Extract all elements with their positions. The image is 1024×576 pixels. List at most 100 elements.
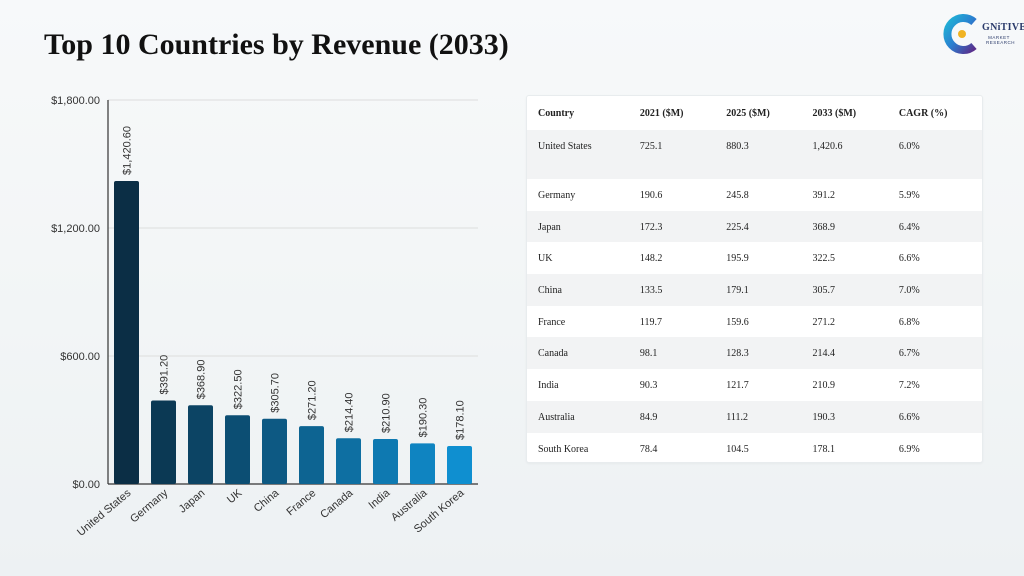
cell-2033: 178.1 <box>812 443 836 455</box>
cell-2025: 880.3 <box>726 141 749 152</box>
table-header-row: Country 2021 ($M) 2025 ($M) 2033 ($M) CA… <box>527 96 982 130</box>
bar-united-states <box>114 180 139 484</box>
cell-2025: 128.3 <box>726 348 749 360</box>
header-2025: 2025 ($M) <box>726 107 770 119</box>
cell-2025: 121.7 <box>726 380 749 392</box>
cell-2021: 190.6 <box>639 190 663 201</box>
y-tick-label: $0.00 <box>72 479 100 491</box>
bar-chart: $0.00 $600.00 $1,200.00 $1,800.00 $1,420.60 U… <box>51 95 478 539</box>
table-row: Germany 190.6 245.8 391.2 5.9% <box>527 179 982 211</box>
x-tick-label: France <box>284 487 318 518</box>
cell-country: South Korea <box>538 443 589 455</box>
cell-2025: 179.1 <box>726 285 749 297</box>
logo-c-icon <box>943 14 977 54</box>
data-label: $322.50 <box>233 369 245 409</box>
cell-2025: 245.8 <box>726 190 749 201</box>
cell-2033: 271.2 <box>812 316 836 328</box>
table-row: Canada 98.1 128.3 214.4 6.7% <box>527 337 982 370</box>
bar-japan <box>188 405 213 484</box>
bar-canada <box>336 438 361 484</box>
x-tick-label: Canada <box>318 487 356 522</box>
cell-2021: 90.3 <box>639 380 658 392</box>
cell-2025: 159.6 <box>726 316 749 328</box>
revenue-table: Country 2021 ($M) 2025 ($M) 2033 ($M) CA… <box>527 96 982 464</box>
cell-2033: 214.4 <box>812 348 836 360</box>
revenue-table-card: Country 2021 ($M) 2025 ($M) 2033 ($M) CA… <box>526 95 983 463</box>
cell-2021: 98.1 <box>639 348 658 360</box>
cell-cagr: 5.9% <box>898 190 920 201</box>
cell-country: Germany <box>538 190 576 201</box>
cell-cagr: 6.9% <box>898 443 920 455</box>
cell-country: UK <box>538 253 553 265</box>
x-tick-label: China <box>252 487 282 515</box>
table-row: UK 148.2 195.9 322.5 6.6% <box>527 242 982 274</box>
data-label: $178.10 <box>455 400 467 440</box>
cell-cagr: 6.8% <box>898 316 920 328</box>
bar-china <box>262 418 287 484</box>
cell-country: Canada <box>538 348 568 360</box>
cell-cagr: 6.7% <box>898 348 920 360</box>
cell-cagr: 6.4% <box>898 221 920 233</box>
header-2021: 2021 ($M) <box>639 107 684 119</box>
data-label: $214.40 <box>344 392 356 432</box>
cell-cagr: 7.2% <box>898 380 920 392</box>
cell-2033: 190.3 <box>812 411 836 423</box>
bar-south-korea <box>447 446 472 484</box>
logo-name: GNiTIVE <box>982 22 1024 33</box>
data-label: $1,420.60 <box>122 126 134 175</box>
cell-country: Australia <box>538 411 575 423</box>
table-row: France 119.7 159.6 271.2 6.8% <box>527 306 982 338</box>
cell-2021: 78.4 <box>639 443 658 455</box>
cell-cagr: 6.6% <box>898 253 920 265</box>
table-row: India 90.3 121.7 210.9 7.2% <box>527 369 982 401</box>
bar-australia <box>410 443 435 484</box>
header-2033: 2033 ($M) <box>812 107 857 119</box>
cell-country: India <box>538 380 559 392</box>
data-label: $271.20 <box>307 380 319 420</box>
cell-2025: 195.9 <box>726 253 749 265</box>
bar-germany <box>151 400 176 484</box>
cell-cagr: 6.6% <box>898 411 920 423</box>
table-row: United States 725.1 880.3 1,420.6 6.0% <box>527 130 982 179</box>
data-label: $391.20 <box>159 355 171 395</box>
cell-2033: 210.9 <box>812 380 836 392</box>
cell-country: United States <box>538 141 592 152</box>
cell-2021: 725.1 <box>639 141 663 152</box>
cell-cagr: 6.0% <box>898 141 920 152</box>
data-label: $210.90 <box>381 393 393 433</box>
table-row: Japan 172.3 225.4 368.9 6.4% <box>527 210 982 243</box>
header-country: Country <box>538 107 575 119</box>
table-row: China 133.5 179.1 305.7 7.0% <box>527 274 982 306</box>
cell-country: China <box>538 285 562 297</box>
company-logo: GNiTIVE MARKET RESEARCH <box>940 12 1024 58</box>
cell-2033: 322.5 <box>812 253 836 265</box>
cell-2021: 172.3 <box>639 221 663 233</box>
cell-2033: 368.9 <box>812 221 836 233</box>
cell-2025: 111.2 <box>726 411 748 423</box>
cell-2021: 84.9 <box>639 411 658 423</box>
x-tick-label: India <box>366 487 393 512</box>
y-tick-label: $1,800.00 <box>51 95 100 107</box>
data-label: $305.70 <box>270 373 282 413</box>
x-tick-label: Germany <box>128 487 171 526</box>
cell-2021: 148.2 <box>639 253 663 265</box>
cell-country: Japan <box>538 221 561 233</box>
x-tick-label: United States <box>75 487 134 539</box>
table-row: South Korea 78.4 104.5 178.1 6.9% <box>527 433 982 465</box>
cell-2033: 391.2 <box>812 190 836 201</box>
data-label: $190.30 <box>418 398 430 438</box>
bar-uk <box>225 415 250 484</box>
header-cagr: CAGR (%) <box>898 107 948 119</box>
y-tick-label: $600.00 <box>60 351 100 363</box>
cell-2025: 225.4 <box>726 221 749 233</box>
cell-2033: 305.7 <box>812 285 836 297</box>
x-tick-label: Japan <box>177 487 208 515</box>
logo-subtitle: MARKET RESEARCH <box>986 35 1016 45</box>
cell-2025: 104.5 <box>726 443 749 455</box>
cell-2021: 119.7 <box>639 316 662 328</box>
table-row: Australia 84.9 111.2 190.3 6.6% <box>527 400 982 433</box>
cell-2033: 1,420.6 <box>812 141 843 152</box>
cell-country: France <box>538 316 566 328</box>
y-tick-label: $1,200.00 <box>51 223 100 235</box>
bar-india <box>373 439 398 484</box>
